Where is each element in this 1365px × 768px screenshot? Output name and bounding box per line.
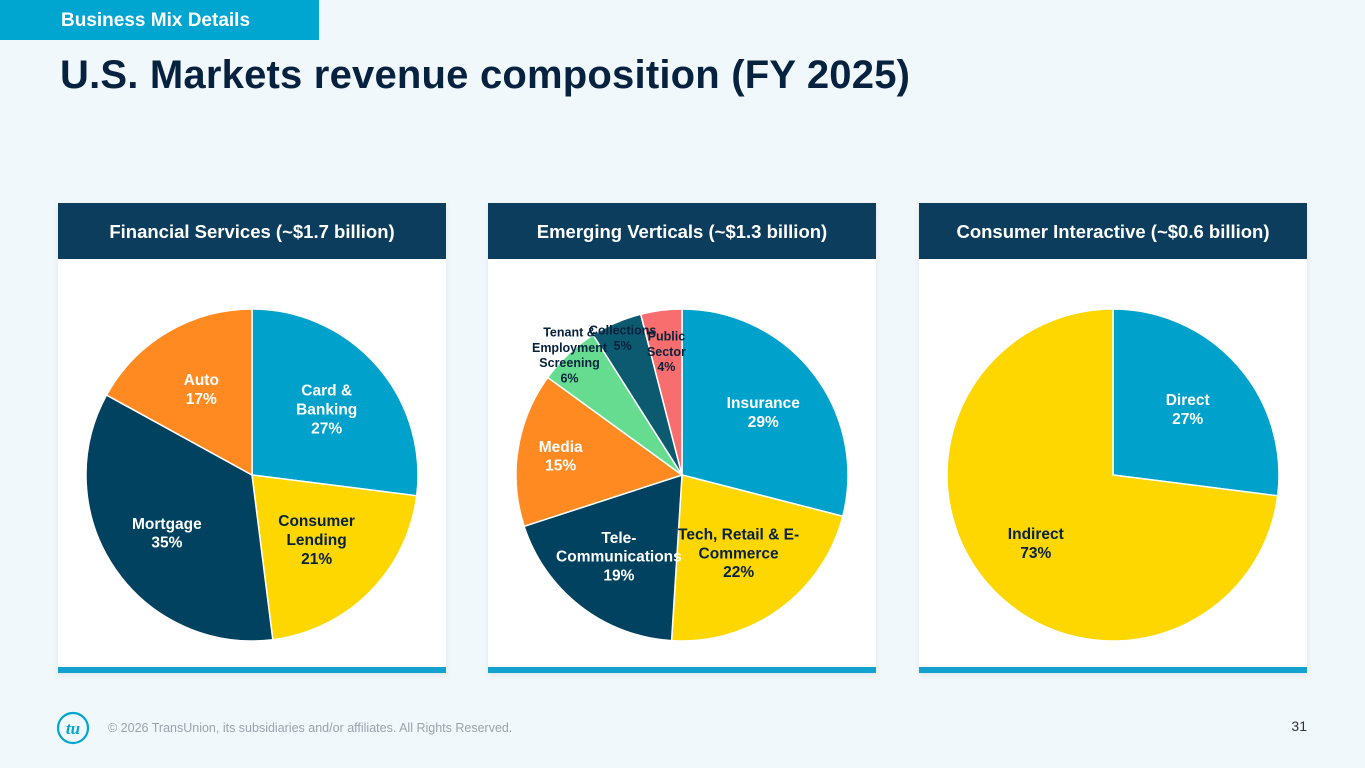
financial-services-card: Financial Services (~$1.7 billion) Card … — [58, 203, 446, 673]
slice-label: Tenant & Employment Screening 6% — [532, 326, 608, 386]
slice-percent: 27% — [311, 421, 342, 438]
slice-percent: 6% — [560, 372, 578, 386]
transunion-logo-icon: tu — [56, 711, 90, 745]
slice-label: Insurance 29% — [727, 395, 801, 431]
emerging-verticals-pie-chart: Insurance 29% Tech, Retail & E- Commerce 22%… — [515, 308, 849, 642]
slice-percent: 4% — [657, 360, 675, 374]
slice-name: Commerce — [699, 545, 779, 562]
slice-label: Indirect 73% — [1008, 526, 1064, 562]
slice-name: Media — [539, 439, 583, 456]
copyright-notice: © 2026 TransUnion, its subsidiaries and/… — [108, 721, 513, 735]
consumer-interactive-card: Consumer Interactive (~$0.6 billion) Dir… — [919, 203, 1307, 673]
slice-name: Banking — [296, 402, 357, 419]
emerging-verticals-header: Emerging Verticals (~$1.3 billion) — [488, 203, 876, 259]
slice-name: Collections — [589, 324, 656, 338]
slice-label: Direct 27% — [1166, 392, 1210, 428]
slice-name: Indirect — [1008, 526, 1064, 543]
pie-slice — [1112, 308, 1280, 497]
slice-percent: 35% — [151, 535, 182, 552]
slice-name: Communications — [556, 549, 682, 566]
pie-slice — [251, 474, 418, 641]
consumer-interactive-pie-chart: Direct 27% Indirect 73% — [946, 308, 1280, 642]
pie-slice — [251, 308, 419, 497]
slice-name: Auto — [184, 372, 219, 389]
pie-slice — [681, 308, 849, 518]
slice-percent: 29% — [748, 414, 779, 431]
slice-name: Direct — [1166, 392, 1210, 409]
slice-percent: 73% — [1020, 545, 1051, 562]
slice-percent: 27% — [1172, 411, 1203, 428]
consumer-interactive-header: Consumer Interactive (~$0.6 billion) — [919, 203, 1307, 259]
pie-slice — [670, 474, 844, 642]
page-number: 31 — [1291, 718, 1307, 734]
slice-label: Tech, Retail & E- Commerce 22% — [678, 526, 799, 581]
slice-label: Auto 17% — [184, 372, 219, 408]
card-accent-bar — [58, 667, 446, 673]
card-accent-bar — [488, 667, 876, 673]
slice-percent: 17% — [186, 391, 217, 408]
pie-slice — [85, 394, 274, 642]
slice-name: Sector — [647, 345, 686, 359]
slice-name: Tenant & — [543, 326, 596, 340]
slice-name: Tele- — [601, 530, 636, 547]
logo-text: tu — [66, 719, 80, 738]
slice-name: Card & — [301, 383, 352, 400]
pie-slice — [639, 308, 683, 476]
section-tab: Business Mix Details — [0, 0, 319, 40]
slice-name: Consumer — [278, 513, 355, 530]
page-title: U.S. Markets revenue composition (FY 202… — [60, 53, 911, 97]
slice-label: Tele- Communications 19% — [556, 530, 682, 585]
slice-name: Tech, Retail & E- — [678, 526, 799, 543]
financial-services-pie-chart: Card & Banking 27% Consumer Lending 21% Mortga… — [85, 308, 419, 642]
slice-label: Collections 5% — [589, 324, 656, 353]
slice-percent: 21% — [301, 551, 332, 568]
pie-slice — [523, 473, 683, 642]
slice-percent: 15% — [545, 458, 576, 475]
pie-slice — [515, 376, 684, 528]
slice-name: Mortgage — [132, 516, 202, 533]
slice-name: Employment — [532, 341, 608, 355]
emerging-verticals-card: Emerging Verticals (~$1.3 billion) Insur… — [488, 203, 876, 673]
slice-label: Card & Banking 27% — [296, 383, 357, 438]
slice-label: Consumer Lending 21% — [278, 513, 355, 568]
slice-label: Public Sector 4% — [647, 330, 686, 375]
pie-slice — [105, 308, 253, 477]
slice-percent: 5% — [614, 339, 632, 353]
pie-slice — [946, 308, 1279, 642]
card-accent-bar — [919, 667, 1307, 673]
slice-percent: 22% — [723, 564, 754, 581]
financial-services-header: Financial Services (~$1.7 billion) — [58, 203, 446, 259]
slice-label: Media 15% — [539, 439, 583, 475]
slice-name: Lending — [286, 532, 346, 549]
slice-name: Screening — [539, 356, 599, 370]
slice-name: Public — [648, 330, 686, 344]
slice-percent: 19% — [603, 568, 634, 585]
slice-label: Mortgage 35% — [132, 516, 202, 552]
slice-name: Insurance — [727, 395, 801, 412]
